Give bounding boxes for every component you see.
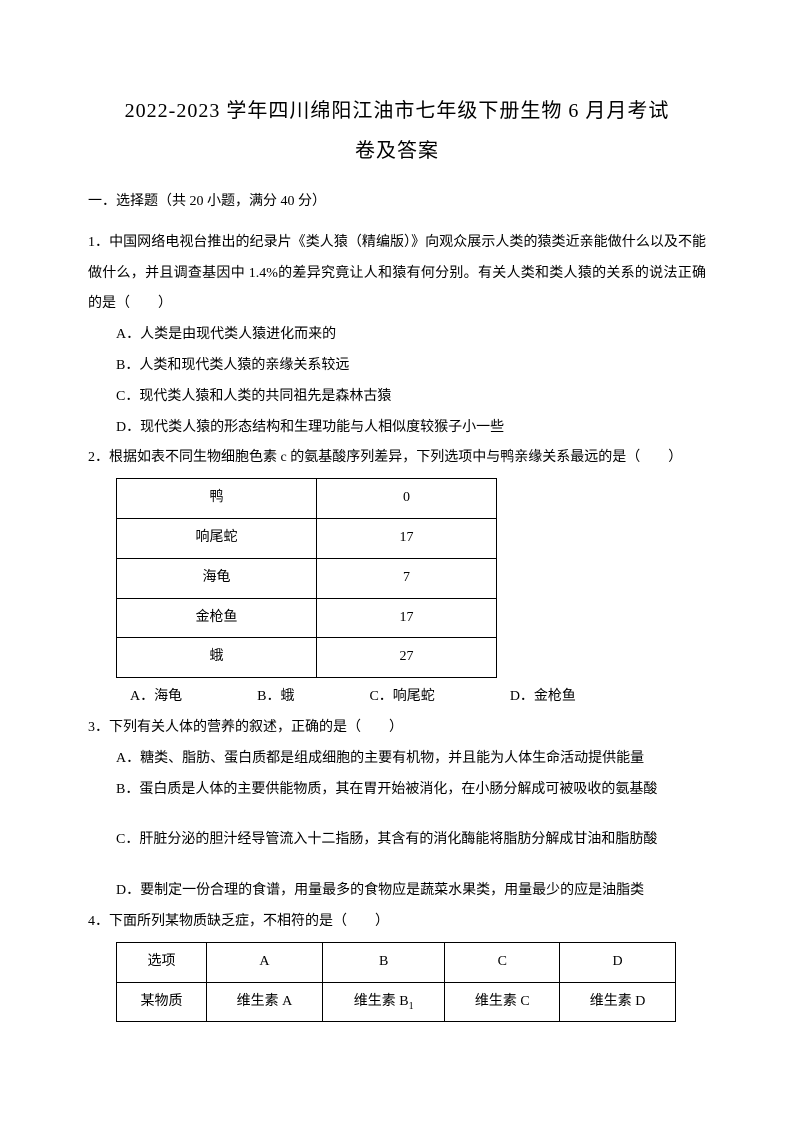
table-row: 金枪鱼 17	[117, 598, 497, 638]
cell-val: 维生素 D	[560, 982, 676, 1022]
q3-opt-c: C．肝脏分泌的胆汁经导管流入十二指肠，其含有的消化酶能将脂肪分解成甘油和脂肪酸	[88, 825, 706, 856]
cell-name: 海龟	[117, 558, 317, 598]
cell-val: 0	[317, 479, 497, 519]
table-row: 鸭 0	[117, 479, 497, 519]
q2-opt-d: D．金枪鱼	[510, 682, 576, 713]
q4-text: 4．下面所列某物质缺乏症，不相符的是（ ）	[88, 907, 706, 938]
cell-name: 响尾蛇	[117, 518, 317, 558]
cell-header: D	[560, 942, 676, 982]
cell-val: 27	[317, 638, 497, 678]
q1-opt-c: C．现代类人猿和人类的共同祖先是森林古猿	[116, 382, 706, 413]
q2-text: 2．根据如表不同生物细胞色素 c 的氨基酸序列差异，下列选项中与鸭亲缘关系最远的…	[88, 443, 706, 474]
table-row: 响尾蛇 17	[117, 518, 497, 558]
cell-val: 17	[317, 598, 497, 638]
cell-name: 金枪鱼	[117, 598, 317, 638]
cell-name: 蛾	[117, 638, 317, 678]
q1-options: A．人类是由现代类人猿进化而来的 B．人类和现代类人猿的亲缘关系较远 C．现代类…	[88, 320, 706, 443]
q2-opt-a: A．海龟	[130, 682, 182, 713]
q2-opt-c: C．响尾蛇	[369, 682, 434, 713]
q3-opt-d: D．要制定一份合理的食谱，用量最多的食物应是蔬菜水果类，用量最少的应是油脂类	[88, 876, 706, 907]
cell-header: A	[207, 942, 323, 982]
table-row: 蛾 27	[117, 638, 497, 678]
doc-title-line2: 卷及答案	[88, 135, 706, 167]
section-header: 一．选择题（共 20 小题，满分 40 分）	[88, 187, 706, 218]
q3-opt-b: B．蛋白质是人体的主要供能物质，其在胃开始被消化，在小肠分解成可被吸收的氨基酸	[88, 775, 706, 806]
q1-opt-b: B．人类和现代类人猿的亲缘关系较远	[116, 351, 706, 382]
question-2: 2．根据如表不同生物细胞色素 c 的氨基酸序列差异，下列选项中与鸭亲缘关系最远的…	[88, 443, 706, 713]
doc-title-line1: 2022-2023 学年四川绵阳江油市七年级下册生物 6 月月考试	[88, 95, 706, 127]
q2-options: A．海龟 B．蛾 C．响尾蛇 D．金枪鱼	[88, 682, 706, 713]
cell-val: 维生素 A	[207, 982, 323, 1022]
cell-name: 鸭	[117, 479, 317, 519]
q1-opt-a: A．人类是由现代类人猿进化而来的	[116, 320, 706, 351]
cell-header: C	[445, 942, 560, 982]
table-row: 海龟 7	[117, 558, 497, 598]
q2-opt-b: B．蛾	[257, 682, 294, 713]
cell-val: 维生素 C	[445, 982, 560, 1022]
question-3: 3．下列有关人体的营养的叙述，正确的是（ ） A．糖类、脂肪、蛋白质都是组成细胞…	[88, 713, 706, 907]
table-row: 选项 A B C D	[117, 942, 676, 982]
q4-table: 选项 A B C D 某物质 维生素 A 维生素 B1 维生素 C 维生素 D	[116, 942, 676, 1023]
cell-val: 7	[317, 558, 497, 598]
cell-val: 维生素 B1	[322, 982, 445, 1022]
question-4: 4．下面所列某物质缺乏症，不相符的是（ ） 选项 A B C D 某物质 维生素…	[88, 907, 706, 1022]
cell-header: 选项	[117, 942, 207, 982]
q3-text: 3．下列有关人体的营养的叙述，正确的是（ ）	[88, 713, 706, 744]
table-row: 某物质 维生素 A 维生素 B1 维生素 C 维生素 D	[117, 982, 676, 1022]
q2-table: 鸭 0 响尾蛇 17 海龟 7 金枪鱼 17 蛾 27	[116, 478, 497, 678]
q1-text: 1．中国网络电视台推出的纪录片《类人猿（精编版）》向观众展示人类的猿类近亲能做什…	[88, 228, 706, 320]
cell-header: B	[322, 942, 445, 982]
cell-val: 17	[317, 518, 497, 558]
question-1: 1．中国网络电视台推出的纪录片《类人猿（精编版）》向观众展示人类的猿类近亲能做什…	[88, 228, 706, 444]
cell-label: 某物质	[117, 982, 207, 1022]
q3-opt-a: A．糖类、脂肪、蛋白质都是组成细胞的主要有机物，并且能为人体生命活动提供能量	[88, 744, 706, 775]
q1-opt-d: D．现代类人猿的形态结构和生理功能与人相似度较猴子小一些	[116, 413, 706, 444]
